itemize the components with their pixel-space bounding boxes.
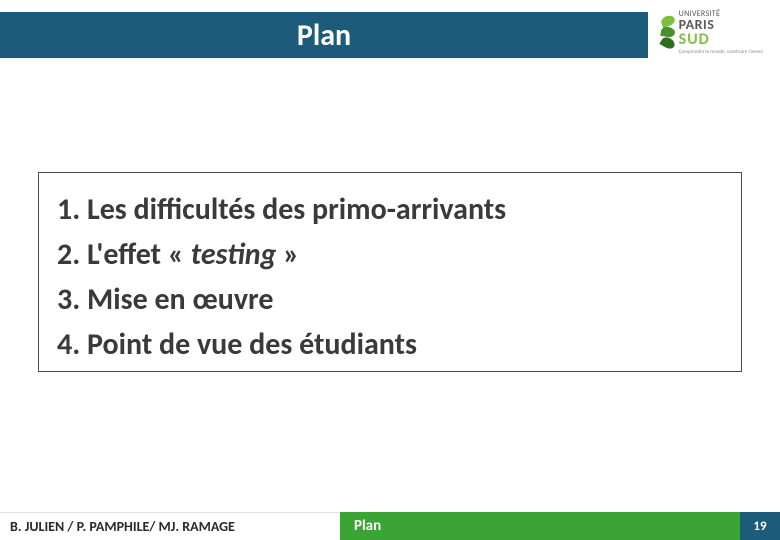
item-text: Point de vue des étudiants [87,326,417,363]
logo-tagline: Comprendre le monde, construire l'avenir [679,50,764,55]
item-text: L'effet « testing » [87,236,299,273]
content-box: 1. Les difficultés des primo-arrivants 2… [38,172,742,372]
footer-page-number: 19 [740,512,780,540]
item-text-suffix: » [276,236,299,273]
item-text-prefix: L'effet « [87,236,191,273]
list-item: 1. Les difficultés des primo-arrivants [57,187,723,232]
item-text: Mise en œuvre [87,281,273,318]
logo-line3: SUD [679,32,764,48]
logo-mark-icon [661,16,675,48]
list-item: 2. L'effet « testing » [57,232,723,277]
logo: UNIVERSITÉ PARIS SUD Comprendre le monde… [652,4,772,60]
footer-section: Plan [340,512,740,540]
logo-text: UNIVERSITÉ PARIS SUD Comprendre le monde… [679,10,764,55]
header-bar: Plan [0,12,648,58]
header-title: Plan [297,17,351,54]
slide: Plan UNIVERSITÉ PARIS SUD Comprendre le … [0,0,780,540]
list-item: 4. Point de vue des étudiants [57,322,723,367]
item-number: 4. [57,326,80,363]
list-item: 3. Mise en œuvre [57,277,723,322]
footer-authors: B. JULIEN / P. PAMPHILE/ MJ. RAMAGE [0,512,340,540]
item-number: 2. [57,236,80,273]
item-number: 3. [57,281,80,318]
item-text: Les difficultés des primo-arrivants [87,191,506,228]
item-text-italic: testing [191,236,277,273]
item-number: 1. [57,191,80,228]
footer: B. JULIEN / P. PAMPHILE/ MJ. RAMAGE Plan… [0,512,780,540]
